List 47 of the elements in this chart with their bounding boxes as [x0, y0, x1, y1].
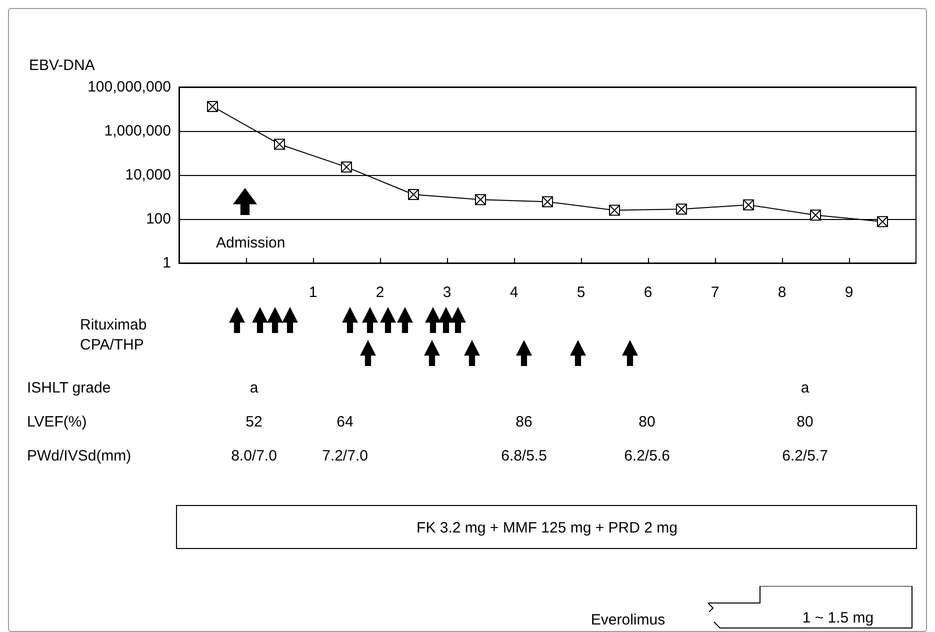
text: 1 ~ 1.5 mg [802, 610, 874, 626]
point [810, 210, 821, 221]
text: 7.2/7.0 [322, 448, 368, 464]
point [542, 196, 553, 208]
y-tick-label: 100 [146, 210, 171, 228]
text: ISHLT grade [27, 380, 111, 396]
x-tick-label: 9 [844, 284, 854, 301]
text: 80 [638, 414, 656, 430]
y-tick-label: 10,000 [125, 166, 171, 184]
x-tick-label: 4 [510, 284, 518, 301]
x-tick-label: 5 [576, 284, 586, 301]
text: 64 [336, 414, 354, 430]
text: 6.2/5.7 [782, 448, 828, 464]
x-tick-label: 2 [376, 284, 384, 301]
text: PWd/IVSd(mm) [27, 448, 132, 464]
text: a [250, 380, 258, 396]
point [877, 216, 888, 228]
text: LVEF(%) [27, 414, 87, 430]
y-tick-label: 1,000,000 [104, 122, 171, 140]
point [207, 100, 218, 112]
point [274, 138, 285, 150]
x-tick-label: 1 [308, 284, 318, 301]
point [743, 199, 754, 210]
point [341, 162, 352, 173]
text: 80 [796, 414, 814, 430]
point [475, 194, 486, 206]
text: 6.2/5.6 [624, 448, 670, 464]
text: 6.8/5.5 [501, 448, 547, 464]
text: 8.0/7.0 [231, 448, 277, 464]
y-axis-title: EBV-DNA [29, 57, 95, 74]
y-tick-label: 100,000,000 [88, 78, 171, 96]
x-tick-label: 3 [442, 284, 452, 301]
annotation: Admission [216, 234, 286, 252]
x-tick-label: 7 [710, 284, 720, 301]
text: CPA/THP [80, 336, 144, 354]
x-tick-label: 6 [644, 284, 652, 301]
x-tick-label: 8 [778, 284, 786, 301]
point [408, 188, 419, 200]
text: Rituximab [80, 316, 147, 334]
text: a [800, 380, 810, 396]
point [676, 204, 687, 215]
text: FK 3.2 mg + MMF 125 mg + PRD 2 mg [416, 520, 678, 536]
y-tick-label: 1 [162, 254, 171, 272]
point [609, 204, 620, 216]
text: Everolimus [590, 612, 666, 628]
text: 52 [246, 414, 262, 430]
text: 86 [516, 414, 532, 430]
